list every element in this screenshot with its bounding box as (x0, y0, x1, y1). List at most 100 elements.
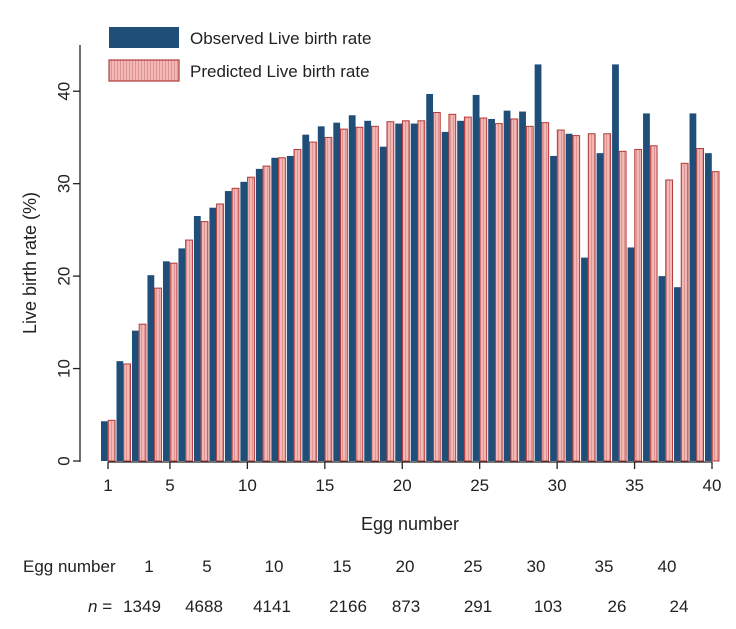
observed-bar-5 (162, 261, 170, 461)
predicted-bar-32 (587, 133, 596, 462)
predicted-bar-7 (200, 221, 209, 462)
table-n-value: 4688 (185, 597, 223, 616)
legend-swatch-predicted (108, 59, 180, 82)
y-axis-title: Live birth rate (%) (20, 192, 40, 334)
predicted-bar-21 (417, 120, 426, 462)
y-tick-label: 30 (55, 174, 74, 193)
observed-bar-19 (379, 146, 387, 461)
observed-bar-11 (255, 168, 263, 461)
table-egg-value: 30 (527, 557, 546, 576)
predicted-bar-18 (370, 125, 379, 462)
observed-bar-17 (348, 115, 356, 461)
observed-bar-32 (581, 257, 588, 461)
x-tick-label: 10 (238, 476, 257, 495)
observed-bar-40 (705, 153, 712, 461)
x-axis-title: Egg number (361, 514, 459, 534)
predicted-bar-9 (231, 187, 240, 462)
predicted-bar-14 (309, 141, 317, 462)
predicted-bar-1 (107, 419, 116, 462)
predicted-bar-4 (154, 287, 162, 462)
predicted-bar-15 (324, 136, 333, 462)
observed-bar-7 (193, 216, 201, 461)
count-table: Egg number n = 1 1349 5 4688 10 4141 15 2166 20 873… (23, 557, 688, 616)
legend-label-observed: Observed Live birth rate (190, 29, 371, 48)
predicted-bar-17 (355, 126, 364, 462)
x-tick-label: 15 (315, 476, 334, 495)
predicted-bar-24 (463, 116, 472, 462)
observed-bar-39 (689, 113, 697, 461)
predicted-bar-6 (185, 239, 193, 462)
legend-swatch-observed (109, 27, 179, 48)
legend-label-predicted: Predicted Live birth rate (190, 62, 370, 81)
predicted-bar-36 (649, 145, 658, 462)
observed-bar-29 (534, 64, 542, 461)
predicted-bar-30 (556, 129, 565, 462)
predicted-bar-2 (123, 363, 131, 462)
table-row-label-n: n = (88, 597, 112, 616)
table-n-value: 1349 (123, 597, 161, 616)
table-n-value: 4141 (253, 597, 291, 616)
x-tick-label: 35 (625, 476, 644, 495)
observed-bar-28 (519, 111, 526, 461)
predicted-bar-40 (711, 171, 720, 462)
table-row-label-egg: Egg number (23, 557, 116, 576)
predicted-bar-37 (665, 179, 674, 462)
table-egg-value: 40 (658, 557, 677, 576)
y-tick-label: 20 (55, 267, 74, 286)
observed-bar-26 (488, 118, 495, 462)
observed-bar-14 (302, 134, 310, 462)
observed-bar-38 (674, 287, 681, 461)
y-tick-label: 10 (55, 359, 74, 378)
predicted-bar-38 (680, 162, 689, 462)
observed-series (101, 64, 712, 462)
predicted-bar-25 (479, 117, 488, 462)
predicted-bar-28 (525, 125, 534, 462)
predicted-bar-22 (432, 111, 441, 462)
observed-bar-27 (503, 110, 511, 461)
observed-bar-22 (426, 94, 434, 461)
legend: Observed Live birth rate Predicted Live b… (108, 27, 371, 82)
table-n-value: 26 (608, 597, 627, 616)
observed-bar-20 (395, 123, 403, 461)
x-tick-label: 25 (470, 476, 489, 495)
table-egg-value: 20 (396, 557, 415, 576)
predicted-bar-13 (293, 148, 302, 462)
observed-bar-31 (565, 133, 573, 461)
predicted-bar-19 (386, 121, 395, 462)
observed-bar-36 (643, 113, 650, 461)
observed-bar-35 (627, 247, 635, 461)
table-egg-value: 1 (144, 557, 153, 576)
observed-bar-15 (317, 126, 325, 461)
observed-bar-23 (441, 131, 449, 461)
observed-bar-16 (333, 122, 341, 462)
observed-bar-24 (457, 120, 465, 462)
predicted-bar-23 (448, 113, 457, 462)
x-tick-label: 1 (103, 476, 112, 495)
observed-bar-30 (550, 155, 557, 461)
observed-bar-34 (612, 64, 619, 461)
observed-bar-9 (224, 191, 232, 461)
table-egg-value: 35 (595, 557, 614, 576)
observed-bar-8 (209, 207, 217, 461)
predicted-bar-27 (510, 118, 519, 462)
table-n-value: 873 (392, 597, 420, 616)
predicted-bar-33 (603, 133, 612, 462)
plot-area (101, 64, 720, 462)
table-n-value: 103 (534, 597, 562, 616)
observed-bar-21 (410, 123, 418, 461)
predicted-bar-26 (494, 123, 503, 462)
observed-bar-25 (472, 94, 480, 462)
x-tick-label: 5 (165, 476, 174, 495)
x-tick-label: 30 (548, 476, 567, 495)
y-tick-label: 40 (55, 82, 74, 101)
predicted-bar-12 (278, 157, 286, 462)
table-egg-value: 15 (333, 557, 352, 576)
observed-bar-37 (658, 276, 666, 461)
predicted-bar-5 (169, 262, 178, 462)
predicted-bar-11 (262, 165, 271, 462)
observed-bar-2 (116, 361, 124, 461)
observed-bar-18 (364, 120, 372, 462)
observed-bar-12 (271, 157, 279, 461)
observed-bar-13 (286, 155, 294, 461)
table-n-value: 2166 (329, 597, 367, 616)
